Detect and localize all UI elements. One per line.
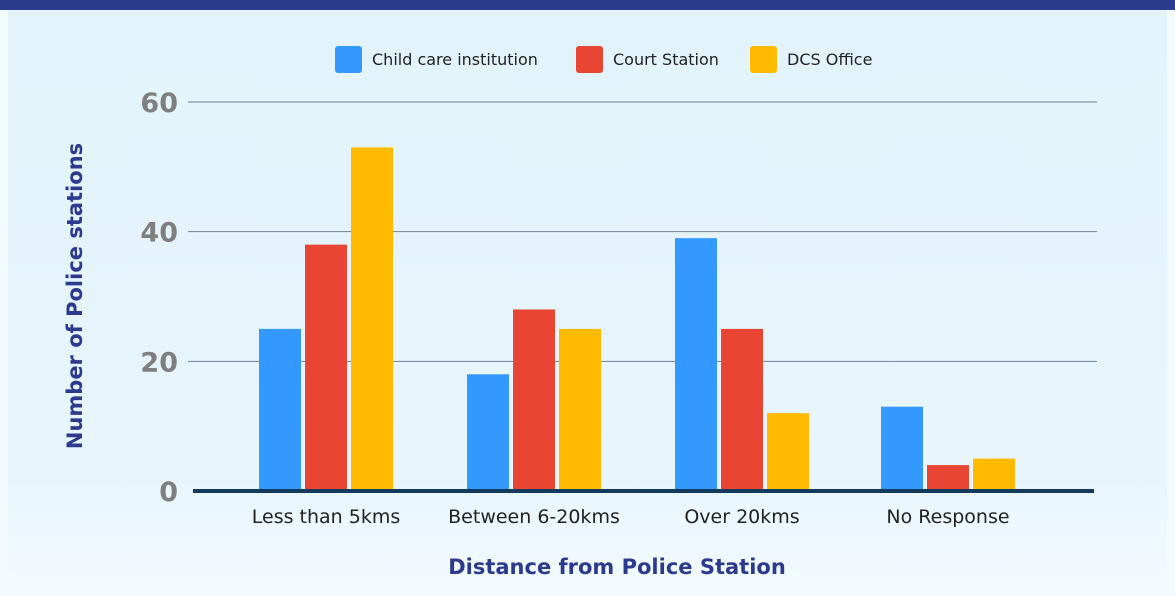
bar-court-station-3 bbox=[927, 465, 969, 491]
header-bar bbox=[0, 0, 1175, 10]
y-axis-title: Number of Police stations bbox=[63, 143, 87, 449]
x-category-label: No Response bbox=[886, 506, 1009, 528]
chart-panel: 0 20 40 60 Less than 5kms Between 6-20kms Ove… bbox=[8, 10, 1167, 596]
legend: Child care institution Court Station DCS O… bbox=[335, 46, 872, 73]
legend-label: Court Station bbox=[613, 50, 719, 69]
legend-label: DCS Office bbox=[787, 50, 872, 69]
legend-swatch bbox=[576, 46, 603, 73]
x-axis-categories: Less than 5kms Between 6-20kms Over 20kms N… bbox=[252, 506, 1010, 528]
y-tick-label: 40 bbox=[140, 218, 178, 249]
x-category-label: Less than 5kms bbox=[252, 506, 401, 528]
y-tick-label: 20 bbox=[140, 347, 178, 378]
x-category-label: Over 20kms bbox=[684, 506, 799, 528]
y-tick-label: 0 bbox=[159, 477, 178, 508]
bar-child-care-institution-0 bbox=[259, 328, 301, 491]
legend-label: Child care institution bbox=[372, 50, 538, 69]
y-tick-label: 60 bbox=[140, 88, 178, 119]
bar-child-care-institution-1 bbox=[467, 374, 509, 491]
legend-swatch bbox=[335, 46, 362, 73]
bar-dcs-office-2 bbox=[767, 413, 809, 491]
bar-court-station-2 bbox=[721, 328, 763, 491]
x-axis-title: Distance from Police Station bbox=[448, 555, 786, 579]
legend-swatch bbox=[750, 46, 777, 73]
bar-dcs-office-3 bbox=[973, 458, 1015, 491]
bars bbox=[259, 147, 1015, 491]
bar-court-station-0 bbox=[305, 244, 347, 491]
bar-child-care-institution-3 bbox=[881, 406, 923, 491]
bar-court-station-1 bbox=[513, 309, 555, 491]
x-category-label: Between 6-20kms bbox=[448, 506, 620, 528]
bar-dcs-office-1 bbox=[559, 328, 601, 491]
bar-dcs-office-0 bbox=[351, 147, 393, 491]
bar-chart: 0 20 40 60 Less than 5kms Between 6-20kms Ove… bbox=[63, 46, 1097, 579]
y-axis-ticks: 0 20 40 60 bbox=[140, 88, 178, 508]
bar-child-care-institution-2 bbox=[675, 238, 717, 491]
